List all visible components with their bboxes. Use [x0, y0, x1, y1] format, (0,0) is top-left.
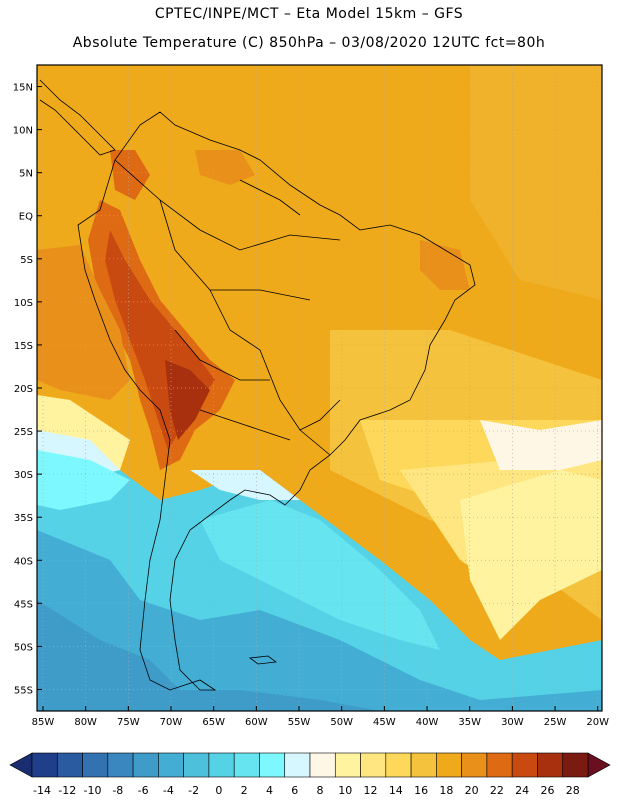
- latitude-label: 10S: [14, 298, 33, 309]
- colorbar-level-label: 4: [266, 784, 273, 797]
- colorbar-swatch: [334, 752, 361, 778]
- colorbar-swatch: [511, 752, 538, 778]
- colorbar-swatch: [107, 752, 134, 778]
- colorbar-level-label: 18: [439, 784, 453, 797]
- colorbar-level-label: 6: [291, 784, 298, 797]
- colorbar-swatch: [562, 752, 589, 778]
- color-scale-labels: -14 -12 -10 -8 -6 -4 -2 0 2 4 6 8 10 12 14 16 18 20 22 24 26…: [33, 784, 580, 797]
- colorbar-level-label: -10: [84, 784, 102, 797]
- longitude-label: 30W: [501, 717, 524, 728]
- latitude-label: 40S: [14, 556, 33, 567]
- longitude-label: 20W: [586, 717, 609, 728]
- colorbar-level-label: 24: [515, 784, 529, 797]
- colorbar-level-label: 28: [566, 784, 580, 797]
- colorbar-swatch: [461, 752, 488, 778]
- latitude-label: 55S: [14, 685, 33, 696]
- colorbar-swatch: [132, 752, 159, 778]
- latitude-label: 20S: [14, 384, 33, 395]
- colorbar-swatch: [360, 752, 387, 778]
- longitude-labels: 85W 80W 75W 70W 65W 60W 55W 50W 45W 40W 35W 30W 25W 2…: [32, 706, 609, 728]
- colorbar-level-label: 12: [364, 784, 378, 797]
- colorbar-swatch: [259, 752, 286, 778]
- color-scale-bar: [9, 752, 611, 778]
- longitude-label: 65W: [202, 717, 225, 728]
- longitude-label: 25W: [544, 717, 567, 728]
- colorbar-swatch: [31, 752, 58, 778]
- colorbar-level-label: 8: [317, 784, 324, 797]
- colorbar-swatch: [208, 752, 235, 778]
- latitude-labels: 15N 10N 5N EQ 5S 10S 15S 20S 25S 30S 35S 40S 45S 50S 5…: [13, 83, 42, 696]
- longitude-label: 35W: [458, 717, 481, 728]
- longitude-label: 80W: [74, 717, 97, 728]
- colorbar-level-label: 26: [540, 784, 554, 797]
- colorbar-high-arrow: [587, 752, 611, 778]
- latitude-label: EQ: [19, 212, 33, 223]
- colorbar-level-label: -8: [112, 784, 123, 797]
- longitude-label: 40W: [416, 717, 439, 728]
- latitude-label: 45S: [14, 599, 33, 610]
- latitude-label: 5N: [19, 169, 33, 180]
- colorbar-swatch: [82, 752, 109, 778]
- colorbar-swatch: [436, 752, 462, 778]
- colorbar-level-label: -14: [33, 784, 51, 797]
- colorbar-swatch: [233, 752, 260, 778]
- longitude-label: 70W: [160, 717, 183, 728]
- latitude-label: 15S: [14, 341, 33, 352]
- colorbar-level-label: 16: [414, 784, 428, 797]
- coastlines-and-borders: [39, 79, 476, 691]
- colorbar-swatch: [486, 752, 513, 778]
- colorbar-swatch: [56, 752, 83, 778]
- latitude-label: 5S: [20, 255, 33, 266]
- colorbar-level-label: -4: [163, 784, 174, 797]
- colorbar-level-label: 20: [465, 784, 479, 797]
- longitude-label: 45W: [373, 717, 396, 728]
- colorbar-level-label: -6: [138, 784, 149, 797]
- latitude-label: 35S: [14, 513, 33, 524]
- colorbar-swatch: [385, 752, 412, 778]
- longitude-label: 85W: [32, 717, 55, 728]
- colorbar-swatch: [309, 752, 336, 778]
- latitude-label: 10N: [13, 126, 33, 137]
- latitude-label: 50S: [14, 642, 33, 653]
- longitude-label: 60W: [245, 717, 268, 728]
- latitude-label: 30S: [14, 470, 33, 481]
- colorbar-level-label: -2: [188, 784, 199, 797]
- colorbar-level-label: 10: [338, 784, 352, 797]
- map-title: CPTEC/INPE/MCT – Eta Model 15km – GFS: [154, 6, 464, 22]
- colorbar-swatch: [183, 752, 210, 778]
- latitude-label: 15N: [13, 83, 33, 94]
- colorbar-swatch: [284, 752, 311, 778]
- longitude-label: 50W: [330, 717, 353, 728]
- colorbar-swatch: [410, 752, 437, 778]
- temperature-field: [37, 65, 602, 711]
- colorbar-level-label: 0: [215, 784, 222, 797]
- longitude-label: 75W: [117, 717, 140, 728]
- colorbar-level-label: 22: [490, 784, 504, 797]
- colorbar-low-arrow: [9, 752, 33, 778]
- longitude-label: 55W: [288, 717, 311, 728]
- colorbar-level-label: 14: [389, 784, 403, 797]
- colorbar-swatch: [537, 752, 564, 778]
- colorbar-level-label: 2: [241, 784, 248, 797]
- latitude-label: 25S: [14, 427, 33, 438]
- colorbar-level-label: -12: [58, 784, 76, 797]
- colorbar-swatch: [158, 752, 184, 778]
- map-subtitle: Absolute Temperature (C) 850hPa – 03/08/…: [72, 35, 546, 51]
